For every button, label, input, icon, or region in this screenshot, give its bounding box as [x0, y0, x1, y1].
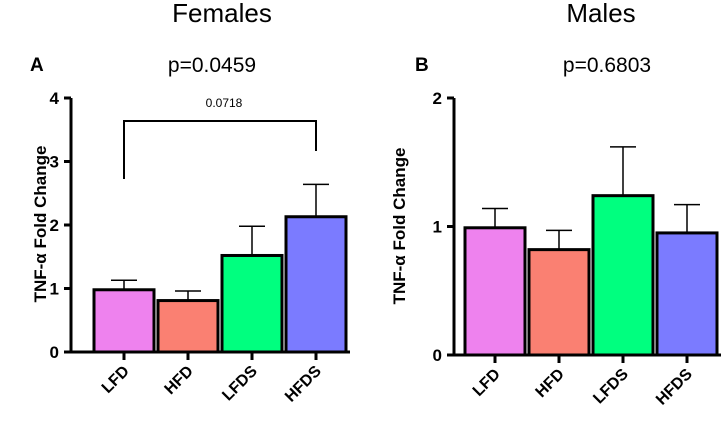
- bar-lfd: [463, 226, 527, 357]
- category-label: HFD: [533, 366, 568, 401]
- plot-area-females: 0 1 2 3 4 LFD HFD LFDS HFDS 0.0718: [50, 89, 350, 406]
- y-axis-label-females: TNF-α Fold Change: [31, 146, 50, 303]
- category-label: LFDS: [590, 366, 632, 408]
- y-tick-label: 1: [433, 218, 442, 237]
- y-tick-label: 4: [50, 89, 60, 108]
- panel-label-a: A: [30, 55, 44, 76]
- y-tick-label: 0: [50, 343, 59, 362]
- bar-lfds: [220, 253, 284, 354]
- bar-hfds: [284, 215, 348, 354]
- plot-area-males: 0 1 2 LFD HFD LFDS HFDS: [433, 89, 721, 409]
- category-label: HFDS: [653, 366, 696, 409]
- p-value-males: p=0.6803: [563, 54, 651, 77]
- significance-label: 0.0718: [206, 96, 243, 110]
- chart-title-females: Females: [172, 0, 272, 28]
- category-label: LFDS: [219, 363, 261, 405]
- chart-title-males: Males: [566, 0, 635, 28]
- category-label: HFDS: [282, 363, 325, 406]
- category-label: LFD: [470, 366, 504, 400]
- bar-hfd: [156, 299, 220, 354]
- y-tick-label: 0: [433, 346, 442, 365]
- bar-lfds: [591, 194, 655, 357]
- panel-males: Males B p=0.6803 TNF-α Fold Change 0 1 2 LF…: [390, 0, 721, 409]
- bar-hfds: [655, 231, 719, 357]
- panel-label-b: B: [415, 55, 429, 76]
- y-tick-label: 3: [50, 153, 59, 172]
- y-tick-label: 2: [433, 89, 442, 108]
- y-axis-label-males: TNF-α Fold Change: [390, 148, 409, 305]
- category-label: HFD: [162, 363, 197, 398]
- y-tick-label: 1: [50, 280, 59, 299]
- category-label: LFD: [99, 363, 133, 397]
- significance-bracket: [123, 120, 317, 179]
- bar-hfd: [527, 248, 591, 357]
- panel-females: Females A p=0.0459 TNF-α Fold Change 0 1 2…: [30, 0, 350, 406]
- p-value-females: p=0.0459: [168, 54, 256, 77]
- y-tick-label: 2: [50, 216, 59, 235]
- bar-lfd: [92, 288, 156, 354]
